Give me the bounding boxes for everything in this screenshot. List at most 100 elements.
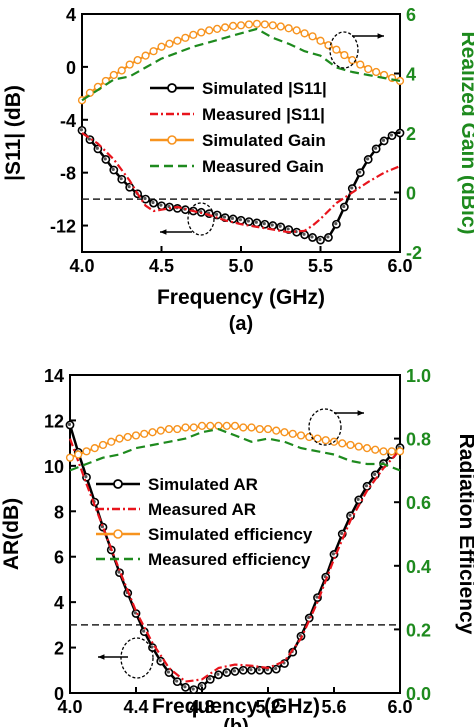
series-simulated-s11-point-shade — [389, 133, 394, 137]
series-simulated-gain-point — [364, 64, 373, 74]
series-simulated-ar-point-shade — [191, 687, 195, 691]
series-simulated-ar-point-shade — [364, 484, 368, 488]
series-simulated-efficiency-point — [371, 445, 380, 454]
series-simulated-s11-point-shade — [95, 146, 99, 150]
panel-label-b: (b) — [223, 716, 249, 727]
series-simulated-efficiency-point — [288, 429, 297, 438]
series-simulated-gain-point — [205, 26, 214, 35]
y-axis-label-right-a: Realized Gain (dBic) — [457, 31, 474, 234]
y-tick-label-right: 0 — [406, 184, 416, 204]
series-simulated-efficiency-point — [296, 431, 306, 440]
series-simulated-s11-point-shade — [358, 170, 362, 174]
series-simulated-efficiency-point — [206, 421, 215, 430]
y-tick-label-left: 2 — [54, 639, 64, 659]
x-tick-label: 4.5 — [149, 256, 174, 276]
legend-label-measured-gain: Measured Gain — [202, 157, 324, 176]
annotation-ellipse-s11 — [187, 202, 215, 236]
series-simulated-efficiency-point — [230, 421, 240, 430]
series-simulated-efficiency-point — [255, 424, 264, 434]
series-simulated-gain-point — [173, 36, 182, 45]
legend-label-measured-s11: Measured |S11| — [202, 105, 325, 124]
series-simulated-ar-point-shade — [340, 531, 344, 536]
series-simulated-gain-point — [165, 39, 174, 48]
series-simulated-efficiency-point — [140, 429, 149, 438]
series-simulated-gain-point — [141, 51, 150, 60]
series-simulated-gain-point — [260, 20, 269, 29]
x-tick-label: 5.5 — [308, 256, 333, 276]
series-simulated-gain-point — [125, 60, 134, 69]
y-tick-label-left: 4 — [66, 5, 76, 25]
series-group-b — [65, 420, 405, 694]
series-simulated-s11-point-shade — [373, 146, 378, 150]
series-simulated-s11-point-shade — [119, 177, 123, 181]
series-simulated-efficiency-point — [148, 428, 157, 437]
series-simulated-s11-point-shade — [350, 186, 354, 190]
series-simulated-gain-point — [221, 23, 230, 32]
legend-label-simulated-ar: Simulated AR — [148, 475, 258, 494]
series-simulated-gain-point — [85, 88, 95, 97]
series-simulated-gain-point — [332, 45, 341, 54]
series-simulated-s11-point-shade — [334, 222, 338, 226]
x-tick-label: 5.6 — [321, 697, 346, 717]
series-simulated-efficiency-point — [313, 434, 322, 443]
series-simulated-s11-point-shade — [214, 212, 219, 216]
series-simulated-ar-point-shade — [241, 668, 245, 672]
plot-frame-b — [69, 374, 401, 694]
series-simulated-gain-point — [213, 24, 222, 33]
series-simulated-ar-point-shade — [348, 513, 352, 517]
series-simulated-ar-point-shade — [274, 666, 278, 671]
legend-marker-simulated-gain — [167, 135, 177, 145]
series-simulated-gain-point — [340, 50, 349, 60]
series-simulated-gain-point — [252, 19, 262, 28]
series-simulated-s11-point-shade — [87, 137, 91, 141]
series-simulated-s11-point-shade — [310, 235, 314, 239]
series-simulated-gain-point — [372, 67, 381, 77]
y-tick-label-left: 0 — [54, 684, 64, 704]
series-simulated-efficiency-point — [338, 439, 347, 448]
series-simulated-efficiency-point — [362, 444, 372, 453]
series-simulated-efficiency-point — [98, 440, 108, 450]
series-simulated-ar-point-shade — [84, 475, 88, 479]
y-tick-label-left: 14 — [44, 366, 64, 386]
series-simulated-s11-point-shade — [230, 216, 235, 220]
y-tick-label-right: 0.4 — [406, 557, 431, 577]
series-measured-s11-line — [81, 132, 401, 234]
y-axis-label-left-b: AR(dB) — [0, 498, 23, 570]
legend-label-simulated-gain: Simulated Gain — [202, 131, 326, 150]
y-axis-label-left-a: |S11| (dB) — [2, 85, 25, 181]
y-tick-label-left: 10 — [44, 457, 64, 477]
annotations-b — [98, 408, 364, 679]
series-simulated-efficiency-point — [379, 447, 388, 456]
series-simulated-s11-point-shade — [286, 227, 290, 231]
y-tick-label-left: -4 — [60, 111, 76, 131]
series-simulated-s11-point-shade — [270, 223, 274, 227]
series-simulated-gain-point — [276, 22, 285, 31]
series-simulated-s11-point-shade — [159, 203, 163, 207]
x-tick-label: 4.8 — [189, 697, 214, 717]
series-simulated-s11-point-shade — [318, 237, 322, 242]
series-simulated-ar-point-shade — [315, 595, 319, 599]
y-tick-label-left: 0 — [66, 58, 76, 78]
x-tick-label: 5.0 — [228, 256, 253, 276]
series-simulated-s11-point-shade — [222, 215, 227, 219]
y-tick-label-right: 1.0 — [406, 366, 431, 386]
annotation-arrow-right-head — [357, 410, 364, 416]
y-tick-label-right: 4 — [406, 65, 416, 85]
series-simulated-efficiency-point — [354, 442, 363, 451]
series-simulated-gain-point — [268, 21, 277, 30]
series-simulated-s11-point-shade — [151, 200, 155, 205]
annotations-a — [160, 31, 384, 236]
y-tick-label-left: 4 — [54, 593, 64, 613]
series-measured-gain-line — [81, 27, 401, 102]
series-simulated-efficiency-point — [263, 424, 273, 434]
series-simulated-efficiency-point — [247, 423, 256, 432]
series-simulated-efficiency-point — [272, 426, 281, 435]
series-simulated-ar-point-shade — [257, 668, 261, 672]
annotation-arrow-left-head — [160, 229, 167, 235]
series-simulated-efficiency-point — [181, 423, 190, 432]
series-simulated-s11-point-shade — [103, 157, 107, 161]
series-simulated-efficiency-point — [189, 423, 198, 432]
legend-b: Simulated AR Measured AR Simulated efficie… — [96, 475, 313, 569]
series-measured-ar-line — [68, 438, 401, 683]
legend-label-measured-efficiency: Measured efficiency — [148, 550, 311, 569]
